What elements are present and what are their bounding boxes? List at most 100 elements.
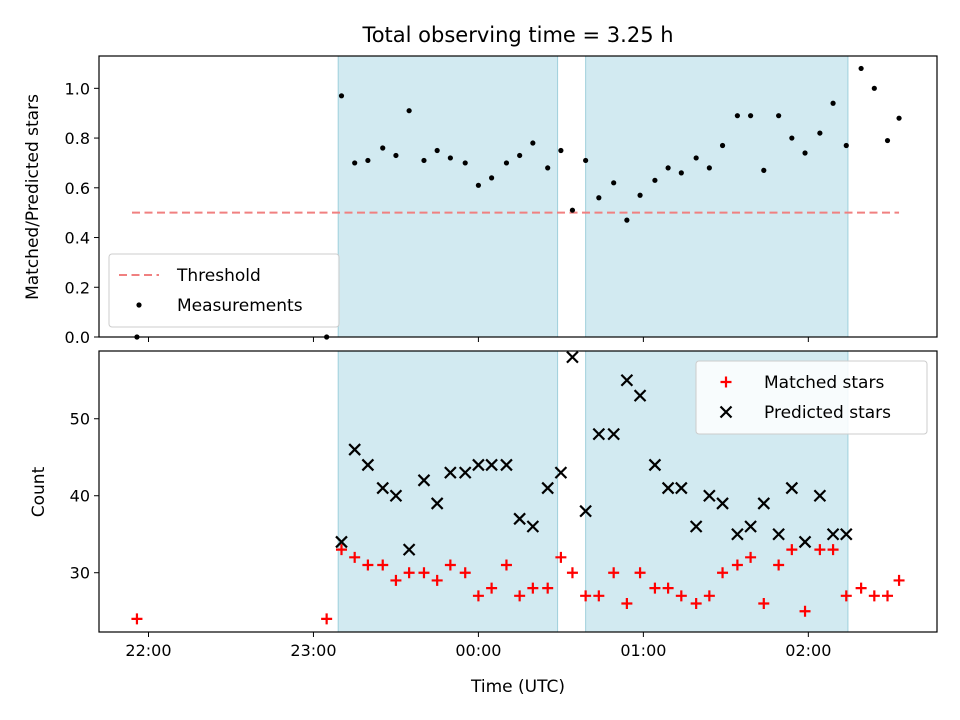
matched-stars-point — [608, 567, 620, 579]
y-tick-label: 30 — [70, 564, 90, 583]
matched-stars-point — [893, 574, 905, 586]
y-tick-label: 0.6 — [65, 179, 90, 198]
measurements-point — [693, 155, 699, 161]
matched-stars-point — [566, 567, 578, 579]
observing-window-0 — [337, 55, 559, 338]
matched-stars-point — [675, 590, 687, 602]
x-tick-label: 22:00 — [125, 641, 171, 660]
x-tick-label: 00:00 — [455, 641, 501, 660]
legend-label-predicted-stars: Predicted stars — [764, 403, 891, 423]
legend: Threshold Measurements — [108, 253, 340, 328]
matched-stars-point — [717, 567, 729, 579]
matched-stars-point — [431, 574, 443, 586]
y-tick-label: 0.0 — [65, 328, 90, 347]
predicted-stars-point — [785, 481, 799, 495]
matched-stars-point — [514, 590, 526, 602]
legend: Matched stars Predicted stars — [695, 360, 928, 435]
legend-label-measurements: Measurements — [177, 296, 303, 316]
matched-stars-point — [555, 551, 567, 563]
bottom-panel: 30 40 50 22:00 23:00 00:00 01:00 02:00 Matched s… — [70, 350, 938, 660]
predicted-stars-point — [633, 389, 647, 402]
x-tick-label: 02:00 — [785, 641, 831, 660]
predicted-stars-point — [430, 497, 444, 510]
matched-stars-point — [758, 598, 770, 610]
predicted-stars-point — [798, 535, 812, 549]
predicted-stars-point — [607, 427, 620, 441]
predicted-stars-point — [675, 481, 688, 495]
measurements-point — [393, 152, 399, 159]
y-tick-label: 1.0 — [65, 79, 90, 98]
measurements-point — [365, 157, 371, 164]
predicted-stars-point — [376, 481, 390, 495]
panel-frame — [98, 350, 938, 633]
measurements-point — [665, 165, 671, 171]
plot-area — [131, 350, 905, 625]
matched-stars-point — [649, 582, 661, 594]
x-axis-label: Time (UTC) — [470, 677, 565, 697]
legend-box — [108, 253, 340, 328]
y-tick-label: 0.4 — [65, 229, 90, 248]
measurements-point — [830, 100, 836, 106]
matched-stars-point — [321, 613, 333, 625]
measurements-point — [776, 113, 782, 119]
matched-stars-point — [593, 590, 605, 602]
predicted-stars-point — [566, 350, 579, 364]
observing-window-1 — [585, 55, 849, 338]
measurements-point — [489, 175, 495, 181]
matched-stars-point — [621, 598, 633, 610]
predicted-stars-point — [513, 512, 526, 526]
measurements-point — [475, 182, 482, 188]
measurements-point — [637, 192, 643, 198]
measurements-point — [583, 157, 589, 164]
y-tick-label: 0.2 — [65, 278, 90, 297]
observing-window-0 — [337, 350, 559, 633]
legend-swatch-predicted-stars — [719, 405, 733, 419]
predicted-stars-point — [620, 373, 634, 387]
matched-stars-point — [459, 567, 471, 579]
legend-swatch-matched-stars — [720, 376, 732, 388]
predicted-stars-point — [541, 481, 554, 495]
matched-stars-point — [855, 582, 867, 594]
measurements-point — [706, 165, 712, 171]
matched-stars-point — [390, 574, 402, 586]
panel-frame — [98, 55, 938, 338]
predicted-stars-point — [744, 520, 757, 533]
matched-stars-point — [731, 559, 743, 571]
measurements-point — [747, 113, 754, 119]
measurements-point — [503, 160, 510, 166]
y-tick-label: 50 — [70, 410, 90, 429]
matched-stars-point — [840, 590, 852, 602]
measurements-point — [896, 115, 902, 121]
predicted-stars-point — [444, 466, 457, 479]
chart-title: Total observing time = 3.25 h — [361, 23, 673, 47]
legend-label-matched-stars: Matched stars — [764, 373, 884, 393]
predicted-stars-point — [348, 443, 361, 456]
measurements-point — [338, 93, 345, 99]
measurements-point — [406, 108, 412, 114]
measurements-point — [462, 160, 468, 166]
measurements-point — [624, 217, 630, 223]
predicted-stars-point — [389, 489, 403, 503]
matched-stars-point — [418, 567, 430, 579]
measurements-point — [734, 113, 740, 119]
measurements-point — [569, 207, 576, 213]
matched-stars-point — [662, 582, 674, 594]
predicted-stars-point — [472, 458, 485, 472]
matched-stars-point — [403, 567, 415, 579]
predicted-stars-point — [772, 527, 785, 541]
measurements-point — [871, 85, 877, 91]
predicted-stars-point — [402, 543, 416, 556]
matched-stars-point — [542, 582, 554, 594]
measurements-point — [789, 135, 795, 141]
measurements-point — [352, 160, 358, 166]
measurements-point — [843, 142, 849, 149]
matched-stars-point — [362, 559, 374, 571]
measurements-point — [421, 157, 427, 164]
measurements-point — [447, 155, 453, 161]
measurements-point — [611, 180, 617, 186]
matched-stars-point — [703, 590, 715, 602]
measurements-point — [719, 142, 726, 149]
measurements-point — [761, 167, 767, 173]
x-tick-label: 01:00 — [620, 641, 666, 660]
